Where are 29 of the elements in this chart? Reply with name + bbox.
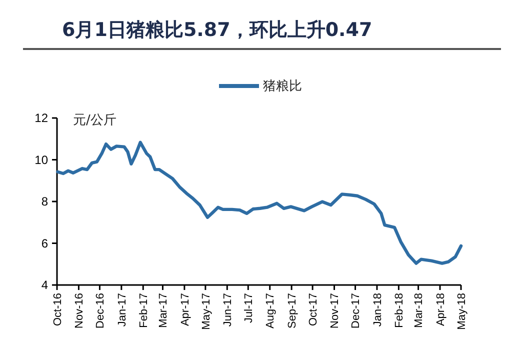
x-tick-label: May-18 (456, 293, 468, 330)
x-tick-label: Apr-17 (179, 293, 192, 326)
y-tick-label: 6 (41, 236, 48, 250)
y-tick-label: 4 (41, 278, 48, 292)
y-tick-label: 8 (41, 194, 48, 209)
x-tick-label: Jan-18 (372, 293, 384, 327)
x-tick-label: Sep-17 (286, 293, 298, 328)
x-tick-label: Apr-18 (434, 293, 447, 326)
x-tick-label: Nov-17 (329, 293, 342, 328)
x-tick-label: Mar-18 (413, 293, 426, 328)
legend-label: 猪粮比 (263, 79, 302, 94)
x-tick-label: Feb-18 (394, 293, 406, 328)
x-tick-label: Oct-17 (307, 293, 320, 326)
x-tick-label: May-17 (200, 293, 212, 330)
x-tick-label: Jan-17 (116, 293, 128, 327)
x-tick-label: Dec-16 (94, 293, 107, 328)
x-tick-label: Jul-17 (242, 293, 255, 323)
y-axis-title: 元/公斤 (73, 113, 116, 128)
chart-title: 6月1日猪粮比5.87，环比上升0.47 (62, 19, 372, 41)
x-tick-label: Feb-17 (138, 293, 150, 328)
x-tick-label: Jun-17 (222, 293, 234, 327)
y-tick-label: 10 (34, 152, 48, 167)
y-tick-label: 12 (34, 111, 48, 126)
line-series (56, 140, 463, 265)
x-tick-label: Mar-17 (158, 293, 170, 328)
x-tick-label: Nov-16 (74, 293, 86, 328)
x-tick-label: Oct-16 (52, 293, 64, 326)
x-tick-label: Dec-17 (350, 293, 362, 328)
x-tick-label: Aug-17 (264, 293, 277, 328)
